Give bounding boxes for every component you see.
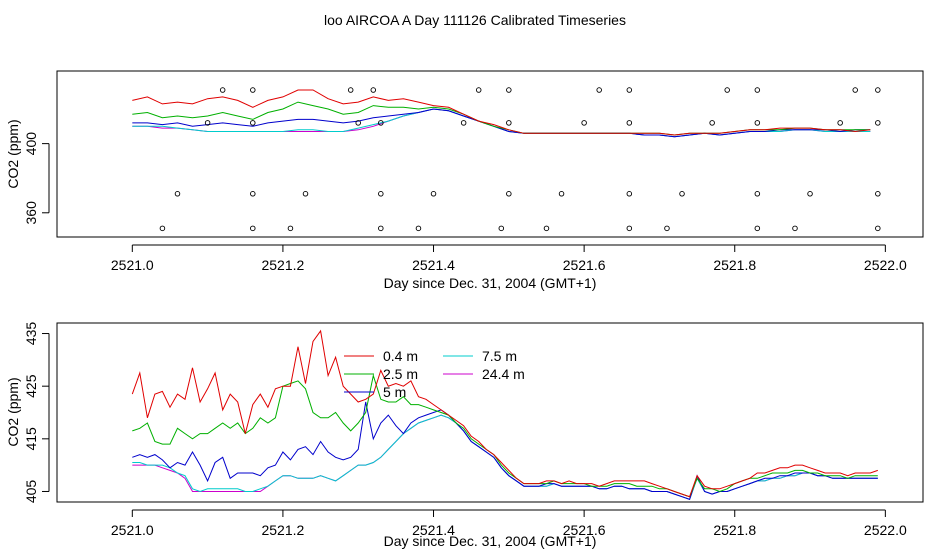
scatter-point [626, 191, 633, 197]
x-axis: 2521.0 2521.2 2521.4 2521.6 2521.8 2522.0 [111, 244, 907, 273]
x-tick-label: 2522.0 [864, 522, 907, 538]
y-tick-label: 415 [23, 427, 39, 451]
scatter-point [807, 191, 813, 197]
scatter-point [355, 120, 361, 126]
figure-title: loo AIRCOA A Day 111126 Calibrated Times… [324, 12, 626, 28]
scatter-point [506, 87, 512, 93]
y-tick-label: 360 [23, 201, 39, 225]
series-line [132, 89, 871, 136]
scatter-point [679, 191, 685, 197]
series-line [132, 108, 871, 138]
scatter-point [852, 87, 858, 93]
scatter-point [302, 191, 309, 197]
scatter-point [506, 120, 512, 126]
x-tick-label: 2521.4 [412, 522, 455, 538]
x-tick-label: 2521.6 [563, 522, 606, 538]
scatter-point [754, 191, 761, 197]
plot-frame [56, 70, 924, 238]
legend-label: 7.5 m [482, 348, 517, 364]
scatter-point [498, 225, 505, 232]
series-line [132, 373, 878, 498]
scatter-point [475, 87, 482, 93]
y-axis: 360 400 [23, 132, 50, 225]
scatter-point [596, 87, 602, 93]
scatter-point [506, 191, 512, 197]
scatter-point [250, 191, 256, 197]
scatter-point [460, 120, 467, 126]
scatter-point [378, 191, 384, 197]
scatter-point [664, 225, 670, 232]
y-tick-label: 405 [23, 480, 39, 504]
scatter-point [875, 191, 881, 197]
x-tick-label: 2521.2 [261, 257, 304, 273]
scatter-point [250, 120, 256, 126]
scatter-point [415, 225, 422, 232]
y-axis: 405 415 425 435 [23, 322, 50, 504]
scatter-point [626, 87, 633, 93]
series-line [132, 401, 878, 501]
scatter-point [370, 87, 377, 93]
series-line [131, 329, 878, 498]
series-lines [132, 89, 871, 138]
timeseries-panel-heights: 2521.0 2521.2 2521.4 2521.6 2521.8 2522.0 405… [5, 322, 924, 549]
scatter-point [724, 87, 730, 93]
scatter-point [792, 225, 798, 232]
scatter-point [626, 225, 633, 232]
scatter-point [430, 191, 437, 197]
legend-label: 0.4 m [383, 348, 418, 364]
x-tick-label: 2521.0 [111, 257, 154, 273]
x-tick-label: 2521.2 [261, 522, 304, 538]
scatter-point [174, 191, 181, 197]
timeseries-panel-all: 2521.0 2521.2 2521.4 2521.6 2521.8 2522.0 360… [5, 70, 924, 291]
scatter-point [159, 225, 166, 232]
y-axis-label: CO2 (ppm) [5, 377, 21, 446]
scatter-point [709, 120, 715, 126]
x-axis-label: Day since Dec. 31, 2004 (GMT+1) [384, 275, 597, 291]
x-tick-label: 2521.4 [412, 257, 455, 273]
scatter-point [875, 120, 881, 126]
scatter-point [250, 87, 256, 93]
scatter-point [754, 120, 761, 126]
legend-label: 5 m [383, 384, 406, 400]
legend-label: 2.5 m [383, 366, 418, 382]
scatter-point [754, 87, 761, 93]
scatter-point [558, 191, 565, 197]
scatter-point [754, 225, 761, 232]
x-axis-label: Day since Dec. 31, 2004 (GMT+1) [384, 533, 597, 549]
scatter-point [378, 225, 384, 232]
scatter-point [347, 87, 354, 93]
scatter-point [250, 225, 256, 232]
x-axis: 2521.0 2521.2 2521.4 2521.6 2521.8 2522.0 [111, 509, 907, 538]
x-tick-label: 2521.8 [713, 257, 756, 273]
x-tick-label: 2521.8 [713, 522, 756, 538]
scatter-point [626, 120, 633, 126]
scatter-point [378, 120, 384, 126]
series-lines [131, 329, 878, 501]
y-tick-label: 400 [23, 132, 39, 156]
x-tick-label: 2522.0 [864, 257, 907, 273]
x-tick-label: 2521.0 [111, 522, 154, 538]
scatter-point [219, 87, 226, 93]
legend: 0.4 m 2.5 m 5 m 7.5 m 24.4 m [344, 348, 525, 400]
scatter-point [875, 225, 881, 232]
scatter-point [837, 120, 843, 126]
scatter-markers [159, 87, 881, 232]
scatter-point [204, 120, 211, 126]
y-tick-label: 425 [23, 374, 39, 398]
y-axis-label: CO2 (ppm) [5, 119, 21, 188]
scatter-point [287, 225, 294, 232]
y-tick-label: 435 [23, 322, 39, 346]
scatter-point [581, 120, 587, 126]
legend-label: 24.4 m [482, 366, 525, 382]
scatter-point [875, 87, 881, 93]
plot-frame [56, 322, 924, 503]
x-tick-label: 2521.6 [563, 257, 606, 273]
scatter-point [543, 225, 550, 232]
